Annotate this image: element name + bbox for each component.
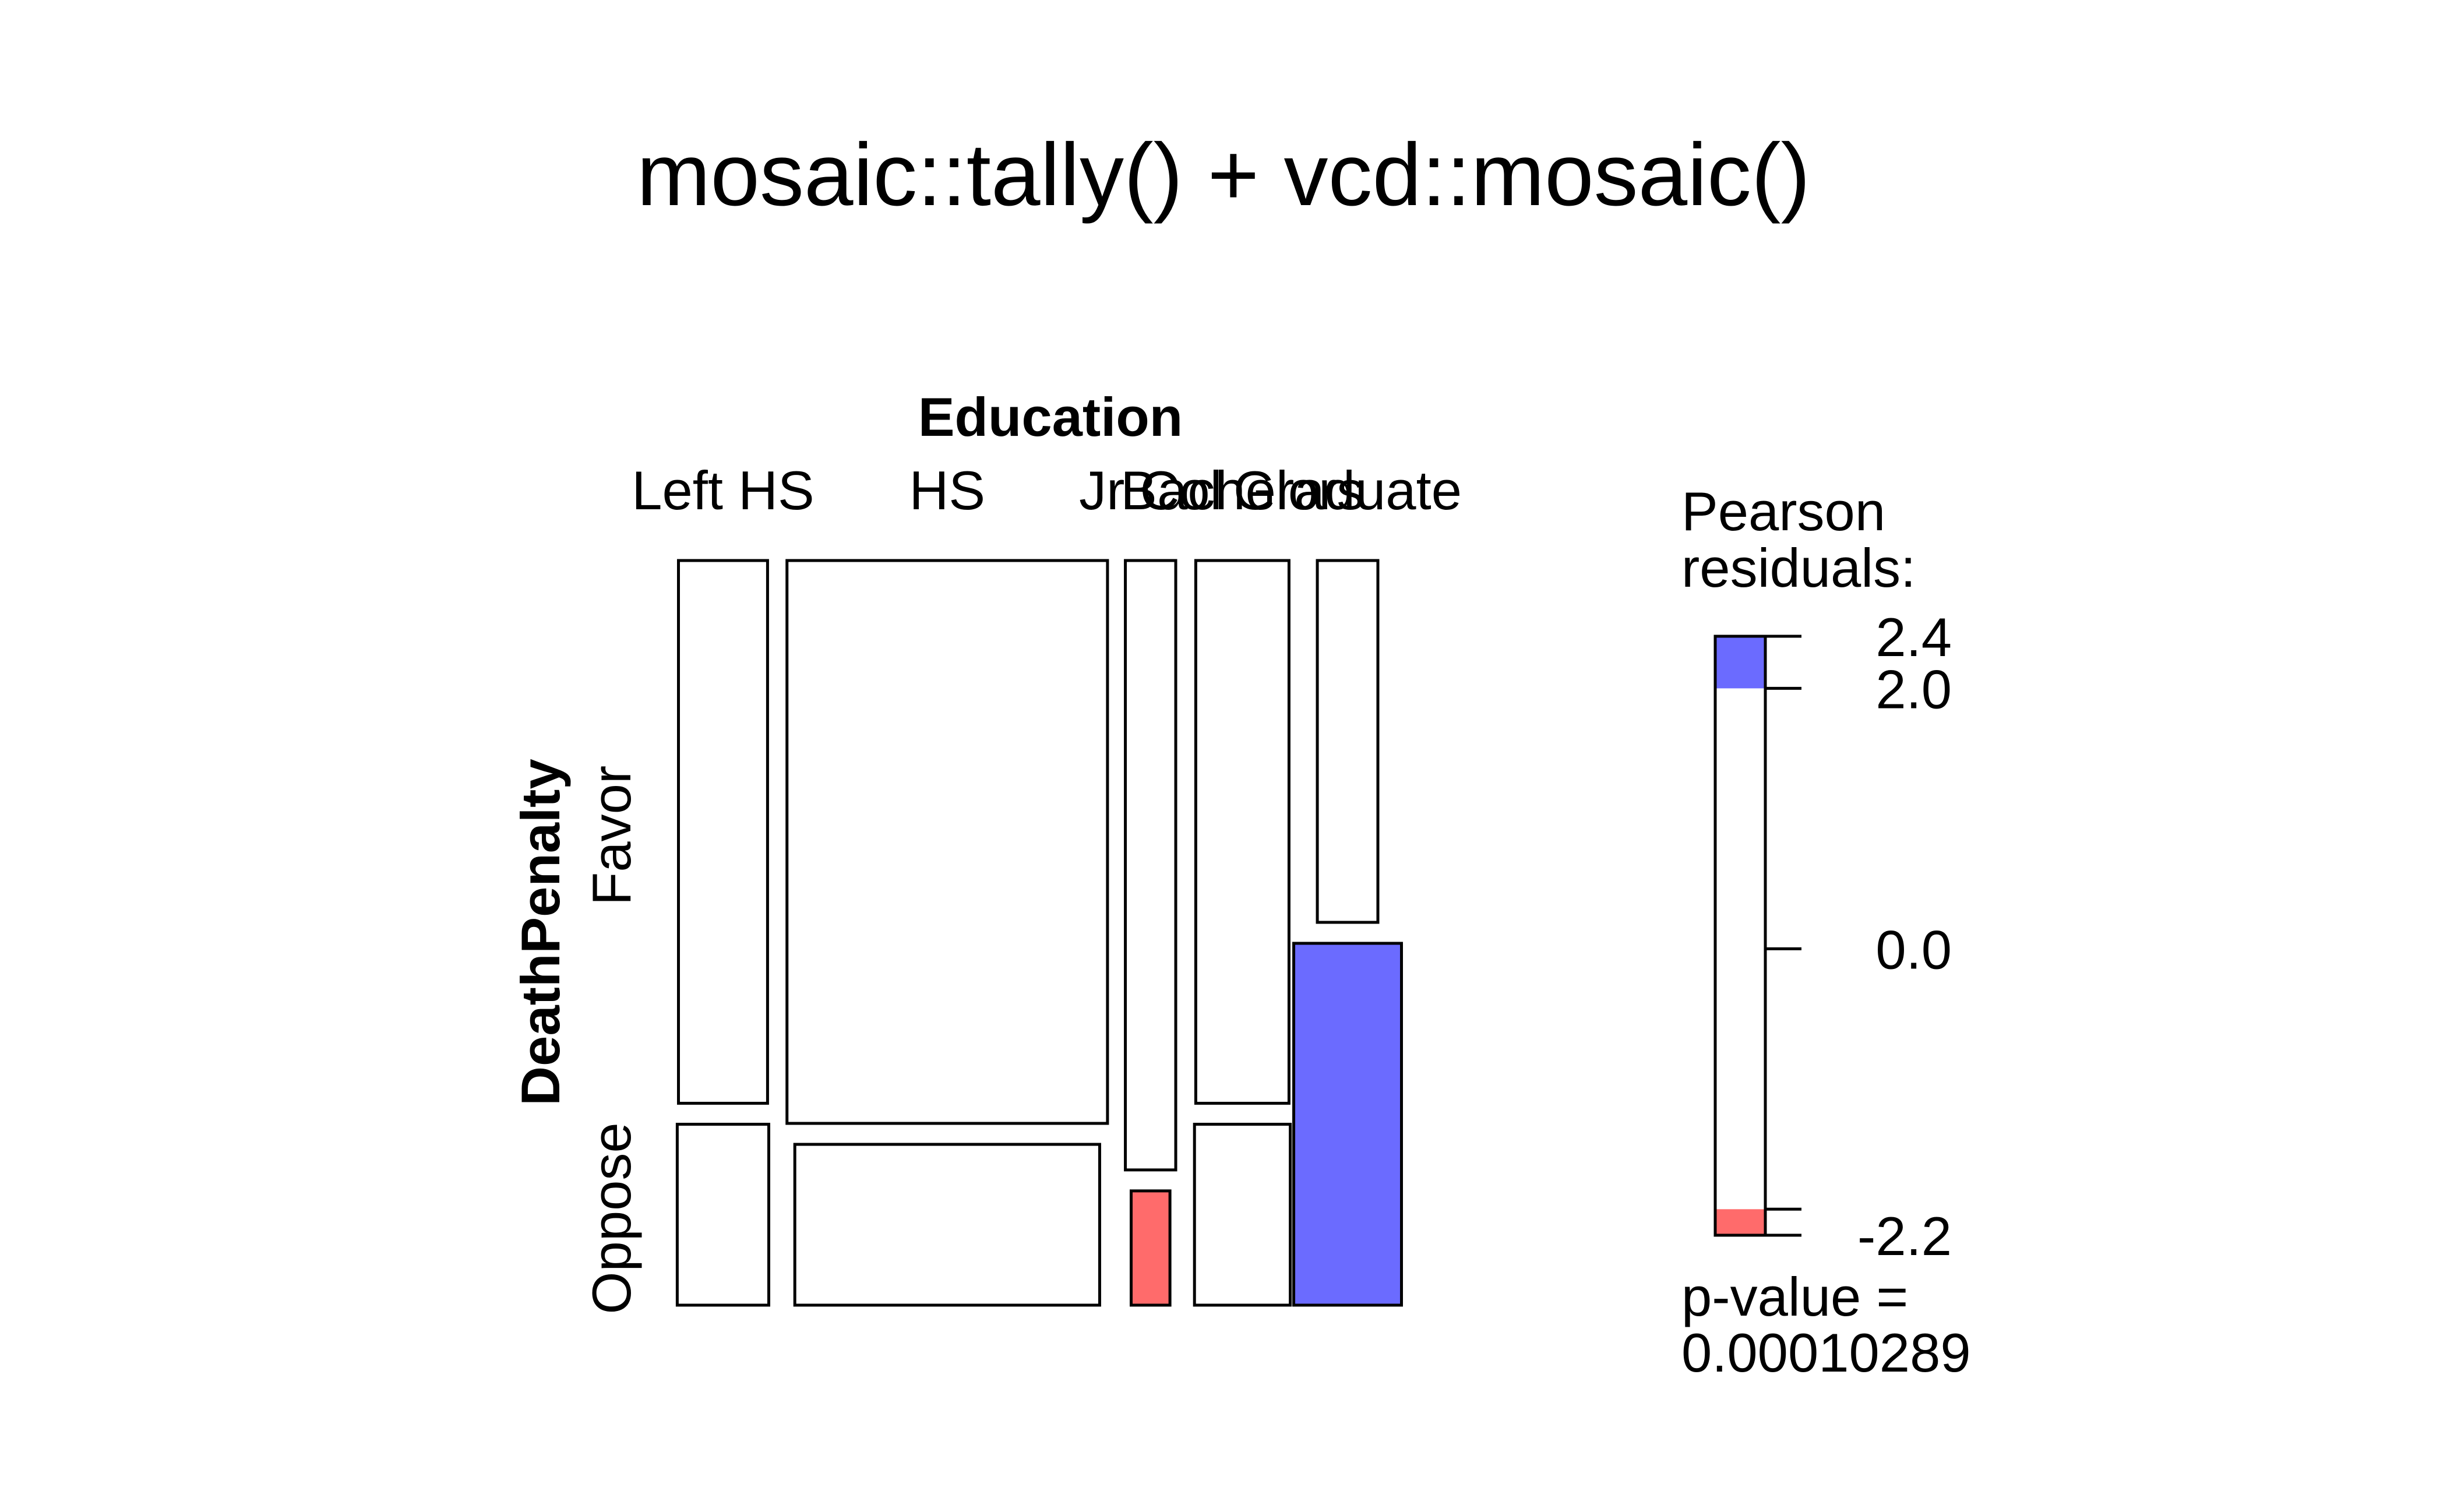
- legend-tick-label: -2.2: [1857, 1206, 1952, 1267]
- column-label-hs: HS: [909, 460, 986, 521]
- legend-bar-outline: [1713, 635, 1767, 1237]
- legend-positive-band: [1715, 636, 1765, 689]
- row-level-labels: Favor Oppose: [581, 766, 642, 1314]
- tile-hs-favor: [785, 559, 1109, 1125]
- legend-tick-label: 0.0: [1875, 919, 1952, 980]
- p-value-label: p-value =: [1681, 1266, 1908, 1327]
- tile-jr-col-favor: [1124, 559, 1177, 1172]
- legend-tick-label: 2.4: [1875, 607, 1952, 668]
- tile-hs-oppose: [793, 1143, 1101, 1307]
- column-label-left-hs: Left HS: [632, 460, 815, 521]
- legend-title-line1: Pearson: [1681, 481, 1885, 542]
- tile-jr-col-oppose: [1129, 1189, 1172, 1307]
- chart-title: mosaic::tally() + vcd::mosaic(): [637, 125, 1810, 224]
- tile-graduate-oppose: [1292, 942, 1403, 1307]
- column-variable-label: Education: [918, 386, 1183, 447]
- column-label-jr-col: Jr Col: [1079, 460, 1222, 521]
- row-variable-label: DeathPenalty: [510, 759, 571, 1106]
- column-label-bachelors: Bachelors: [1120, 460, 1364, 521]
- legend-tick-label: 2.0: [1875, 658, 1952, 720]
- tile-left-hs-oppose: [675, 1123, 771, 1307]
- tile-bachelors-oppose: [1193, 1123, 1292, 1307]
- tile-graduate-favor: [1316, 559, 1380, 924]
- row-label-oppose: Oppose: [581, 1122, 642, 1314]
- column-label-graduate: Graduate: [1233, 460, 1462, 521]
- legend-ticks: 2.42.0 0.0 -2.2: [1765, 607, 1952, 1267]
- tile-bachelors-favor: [1194, 559, 1291, 1105]
- mosaic-tiles: [675, 559, 1403, 1307]
- legend-color-bar: [1713, 635, 1767, 1237]
- tile-left-hs-favor: [677, 559, 769, 1105]
- residual-legend: Pearson residuals: 2.42.0 0.0 -2.2 p-value…: [1681, 481, 1971, 1383]
- legend-negative-band: [1715, 1209, 1765, 1235]
- p-value-number: 0.00010289: [1681, 1322, 1971, 1383]
- row-label-favor: Favor: [581, 766, 642, 905]
- legend-title-line2: residuals:: [1681, 537, 1916, 598]
